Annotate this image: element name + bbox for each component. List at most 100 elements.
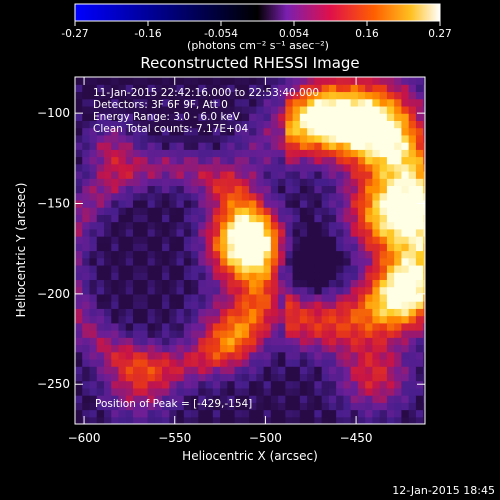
heatmap-cell [270, 120, 279, 129]
heatmap-cell [118, 257, 127, 266]
heatmap-cell [198, 120, 207, 129]
heatmap-cell [328, 221, 337, 230]
heatmap-cell [241, 409, 250, 418]
heatmap-cell [205, 91, 214, 100]
heatmap-cell [205, 214, 214, 223]
heatmap-cell [147, 337, 156, 346]
heatmap-cell [343, 358, 352, 367]
heatmap-cell [241, 77, 250, 85]
heatmap-cell [125, 264, 134, 273]
heatmap-cell [125, 272, 134, 281]
heatmap-cell [423, 387, 425, 396]
heatmap-cell [285, 91, 294, 100]
heatmap-cell [328, 77, 337, 85]
heatmap-cell [379, 387, 388, 396]
heatmap-cell [328, 105, 337, 114]
heatmap-cell [292, 77, 301, 85]
heatmap-cell [394, 207, 403, 215]
heatmap-cell [379, 207, 388, 215]
heatmap-cell [96, 409, 105, 418]
heatmap-cell [82, 301, 91, 309]
heatmap-cell [205, 315, 214, 324]
heatmap-cell [227, 170, 236, 179]
heatmap-cell [118, 373, 127, 382]
heatmap-cell [314, 77, 323, 85]
heatmap-cell [270, 192, 279, 201]
heatmap-cell [249, 127, 257, 136]
heatmap-cell [249, 351, 257, 360]
heatmap-cell [183, 127, 192, 136]
heatmap-cell [162, 351, 170, 360]
heatmap-cell [191, 243, 199, 252]
heatmap-cell [118, 91, 127, 100]
heatmap-cell [292, 185, 301, 194]
heatmap-cell [125, 257, 134, 266]
heatmap-cell [307, 221, 315, 230]
heatmap-cell [263, 366, 272, 374]
heatmap-cell [183, 250, 192, 259]
heatmap-cell [379, 293, 388, 302]
heatmap-cell [292, 127, 301, 136]
heatmap-cell [205, 293, 214, 302]
heatmap-cell [394, 344, 403, 353]
heatmap-cell [328, 243, 337, 252]
heatmap-cell [263, 156, 272, 165]
heatmap-cell [270, 221, 279, 230]
heatmap-cell [408, 77, 417, 85]
heatmap-cell [220, 98, 228, 107]
heatmap-cell [191, 250, 199, 259]
heatmap-cell [176, 250, 185, 259]
heatmap-cell [394, 199, 403, 208]
heatmap-cell [241, 315, 250, 324]
heatmap-cell [75, 142, 83, 150]
heatmap-cell [205, 163, 214, 172]
heatmap-cell [379, 308, 388, 317]
heatmap-cell [350, 84, 359, 93]
heatmap-cell [198, 293, 207, 302]
heatmap-cell [212, 416, 221, 424]
heatmap-cell [154, 149, 163, 158]
heatmap-cell [379, 395, 388, 403]
heatmap-cell [191, 221, 199, 230]
heatmap-cell [365, 387, 374, 396]
heatmap-cell [162, 113, 170, 121]
heatmap-cell [256, 207, 265, 215]
heatmap-cell [118, 163, 127, 172]
heatmap-cell [154, 416, 163, 424]
heatmap-cell [386, 170, 395, 179]
heatmap-cell [285, 322, 294, 331]
heatmap-cell [423, 358, 425, 367]
heatmap-cell [357, 77, 366, 85]
heatmap-cell [343, 127, 352, 136]
heatmap-cell [125, 416, 134, 424]
heatmap-cell [140, 91, 149, 100]
heatmap-cell [336, 402, 344, 411]
heatmap-cell [423, 257, 425, 266]
heatmap-cell [133, 395, 141, 403]
heatmap-cell [423, 178, 425, 187]
heatmap-cell [401, 344, 410, 353]
heatmap-cell [125, 395, 134, 403]
heatmap-cell [234, 409, 243, 418]
heatmap-cell [263, 243, 272, 252]
heatmap-cell [408, 358, 417, 367]
heatmap-cell [285, 272, 294, 281]
heatmap-cell [372, 380, 381, 389]
heatmap-cell [314, 250, 323, 259]
heatmap-cell [350, 120, 359, 129]
heatmap-cell [140, 243, 149, 252]
heatmap-cell [205, 286, 214, 295]
heatmap-cell [198, 199, 207, 208]
heatmap-cell [379, 98, 388, 107]
heatmap-cell [140, 402, 149, 411]
heatmap-cell [415, 236, 424, 244]
heatmap-cell [386, 207, 395, 215]
heatmap-cell [220, 337, 228, 346]
heatmap-cell [118, 221, 127, 230]
heatmap-cell [147, 330, 156, 338]
heatmap-cell [111, 142, 120, 150]
heatmap-cell [111, 120, 120, 129]
heatmap-cell [292, 228, 301, 237]
heatmap-cell [365, 120, 374, 129]
heatmap-cell [350, 250, 359, 259]
